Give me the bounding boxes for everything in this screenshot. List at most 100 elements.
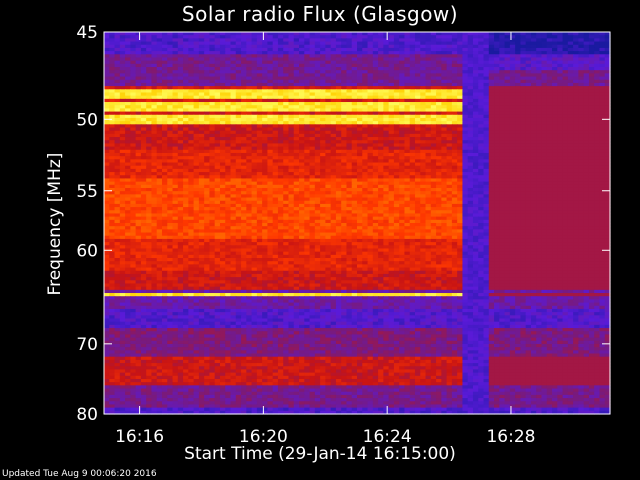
- heatmap-cell: [372, 149, 379, 154]
- heatmap-cell: [594, 159, 601, 164]
- heatmap-cell: [288, 152, 295, 157]
- heatmap-cell: [267, 54, 274, 59]
- heatmap-cell: [357, 92, 363, 97]
- heatmap-cell: [283, 70, 290, 74]
- heatmap-cell: [499, 70, 506, 74]
- heatmap-cell: [467, 86, 474, 90]
- heatmap-cell: [299, 86, 305, 90]
- heatmap-cell: [288, 35, 295, 39]
- heatmap-cell: [393, 82, 400, 87]
- heatmap-cell: [204, 57, 211, 62]
- heatmap-cell: [420, 32, 427, 36]
- heatmap-cell: [251, 149, 258, 154]
- heatmap-cell: [520, 140, 527, 145]
- heatmap-cell: [409, 152, 416, 157]
- heatmap-cell: [209, 73, 216, 78]
- heatmap-cell: [198, 32, 205, 36]
- heatmap-cell: [251, 86, 258, 90]
- heatmap-cell: [130, 121, 137, 125]
- heatmap-cell: [472, 51, 479, 55]
- heatmap-cell: [441, 111, 448, 116]
- heatmap-cell: [330, 108, 337, 113]
- heatmap-cell: [309, 102, 316, 106]
- heatmap-cell: [536, 159, 543, 164]
- heatmap-cell: [104, 57, 110, 62]
- heatmap-cell: [293, 67, 300, 71]
- heatmap-cell: [167, 73, 174, 78]
- heatmap-cell: [299, 67, 305, 71]
- heatmap-cell: [109, 146, 116, 151]
- heatmap-cell: [299, 82, 305, 87]
- heatmap-cell: [362, 114, 369, 119]
- heatmap-cell: [425, 47, 432, 52]
- heatmap-cell: [146, 95, 153, 100]
- heatmap-cell: [472, 76, 479, 81]
- heatmap-cell: [536, 44, 543, 49]
- heatmap-cell: [583, 108, 590, 113]
- heatmap-cell: [272, 152, 279, 157]
- heatmap-cell: [509, 133, 516, 138]
- heatmap-cell: [256, 95, 263, 100]
- heatmap-cell: [441, 41, 448, 46]
- heatmap-cell: [183, 130, 189, 135]
- heatmap-cell: [451, 124, 458, 129]
- heatmap-cell: [372, 130, 379, 135]
- heatmap-cell: [309, 35, 316, 39]
- heatmap-cell: [309, 86, 316, 90]
- heatmap-cell: [288, 44, 295, 49]
- heatmap-cell: [114, 162, 121, 167]
- heatmap-cell: [367, 54, 374, 59]
- heatmap-cell: [530, 57, 537, 62]
- heatmap-cell: [393, 111, 400, 116]
- heatmap-cell: [404, 127, 411, 132]
- heatmap-cell: [320, 140, 326, 145]
- heatmap-cell: [119, 124, 126, 129]
- heatmap-cell: [188, 82, 195, 87]
- heatmap-cell: [504, 54, 511, 59]
- heatmap-cell: [119, 92, 126, 97]
- heatmap-cell: [378, 32, 384, 36]
- heatmap-cell: [299, 156, 305, 160]
- heatmap-cell: [604, 79, 611, 84]
- heatmap-cell: [430, 143, 437, 148]
- heatmap-cell: [483, 130, 490, 135]
- heatmap-cell: [451, 156, 458, 160]
- heatmap-cell: [509, 111, 516, 116]
- heatmap-cell: [330, 76, 337, 81]
- heatmap-cell: [309, 159, 316, 164]
- heatmap-cell: [530, 108, 537, 113]
- heatmap-cell: [562, 149, 569, 154]
- heatmap-cell: [557, 32, 564, 36]
- heatmap-cell: [341, 35, 348, 39]
- heatmap-cell: [320, 108, 326, 113]
- heatmap-cell: [388, 102, 395, 106]
- heatmap-cell: [573, 54, 579, 59]
- heatmap-cell: [130, 98, 137, 103]
- heatmap-cell: [557, 92, 564, 97]
- heatmap-cell: [478, 108, 485, 113]
- heatmap-cell: [541, 130, 548, 135]
- heatmap-cell: [209, 159, 216, 164]
- heatmap-cell: [367, 41, 374, 46]
- heatmap-cell: [362, 102, 369, 106]
- heatmap-cell: [109, 35, 116, 39]
- heatmap-cell: [104, 67, 110, 71]
- heatmap-cell: [393, 133, 400, 138]
- heatmap-cell: [209, 89, 216, 94]
- heatmap-cell: [330, 44, 337, 49]
- heatmap-cell: [293, 98, 300, 103]
- heatmap-cell: [478, 105, 485, 109]
- heatmap-cell: [383, 149, 390, 154]
- heatmap-cell: [393, 137, 400, 141]
- heatmap-cell: [172, 51, 179, 55]
- heatmap-cell: [499, 67, 506, 71]
- heatmap-cell: [357, 156, 363, 160]
- heatmap-cell: [420, 133, 427, 138]
- heatmap-cell: [304, 35, 311, 39]
- heatmap-cell: [104, 86, 110, 90]
- heatmap-cell: [436, 95, 442, 100]
- heatmap-cell: [552, 111, 558, 116]
- heatmap-cell: [109, 51, 116, 55]
- heatmap-cell: [583, 70, 590, 74]
- heatmap-cell: [436, 159, 442, 164]
